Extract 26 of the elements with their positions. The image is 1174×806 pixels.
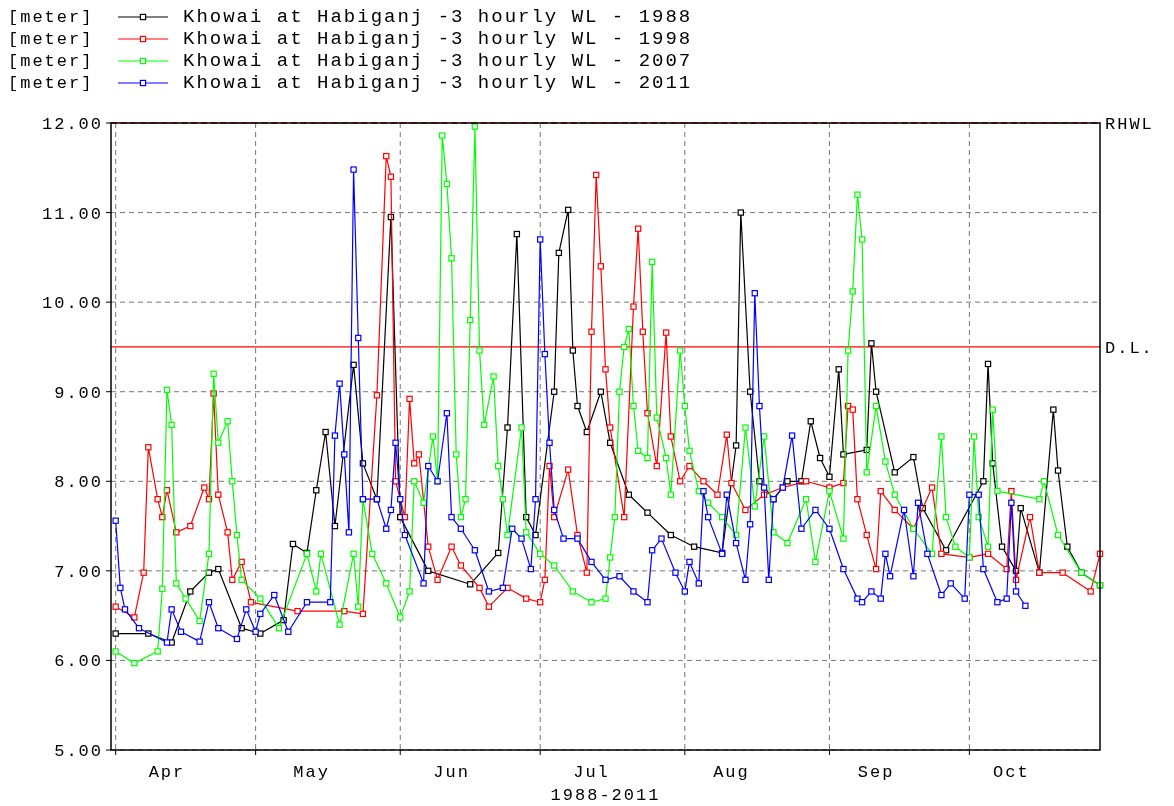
legend-label: Khowai at Habiganj -3 hourly WL - 1988 (183, 6, 693, 28)
text: [meter] (8, 52, 94, 71)
y-tick-label: 5.00 (54, 742, 103, 761)
y-tick-label: 12.00 (41, 115, 103, 134)
y-axis-title: [meter] (8, 74, 94, 93)
y-tick-label: 6.00 (54, 652, 103, 672)
y-tick-label: 8.00 (54, 473, 103, 493)
x-tick-label: Sep (857, 763, 895, 782)
ref-line-label: RHWL (1105, 115, 1154, 134)
text: [meter] (8, 8, 94, 27)
x-tick-label: Aug (713, 763, 750, 782)
text: [meter] (8, 30, 94, 49)
y-tick-label: 9.00 (54, 383, 103, 403)
x-axis-title: 1988-2011 (550, 786, 661, 805)
y-tick-label: 11.00 (41, 204, 103, 224)
legend-label: Khowai at Habiganj -3 hourly WL - 2011 (183, 72, 693, 94)
legend-label: Khowai at Habiganj -3 hourly WL - 2007 (183, 50, 693, 72)
x-tick-label: Oct (993, 763, 1030, 782)
x-tick-label: Jul (573, 763, 610, 782)
x-tick-label: May (293, 763, 330, 782)
y-tick-label: 7.00 (54, 562, 103, 582)
legend-label: Khowai at Habiganj -3 hourly WL - 1998 (183, 28, 693, 50)
x-tick-label: Jun (433, 763, 470, 782)
ref-line-label: D.L. (1105, 338, 1154, 358)
x-tick-label: Apr (148, 763, 186, 782)
y-tick-label: 10.00 (41, 294, 103, 314)
